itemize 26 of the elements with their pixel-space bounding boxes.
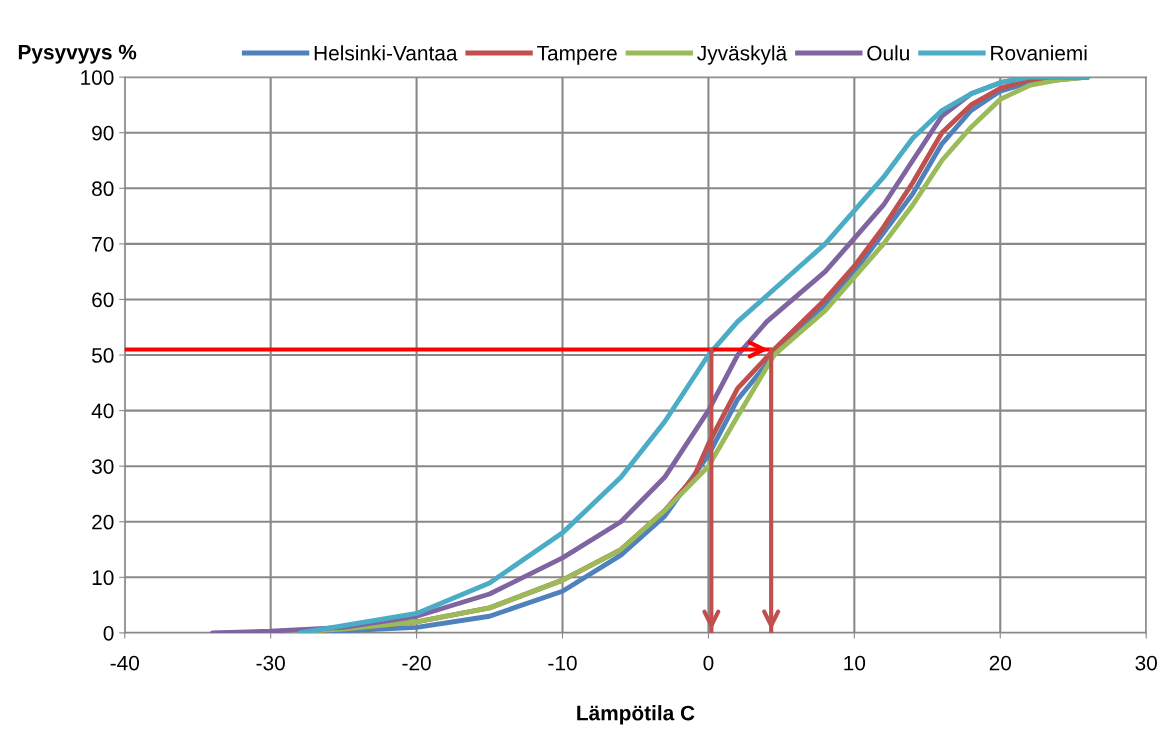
y-axis-title: Pysyvyys % [18,44,137,64]
y-tick-label: 90 [92,125,114,141]
x-tick-label: -20 [402,655,431,671]
y-tick-label: 0 [103,625,114,641]
legend-label: Tampere [537,45,617,65]
legend-label: Helsinki-Vantaa [314,45,458,61]
legend-label: Rovaniemi [991,45,1087,61]
x-tick-label: 10 [844,655,866,671]
y-tick-label: 30 [91,459,114,474]
y-tick-label: 10 [92,570,114,586]
x-tick-label: -40 [110,655,139,671]
y-tick-label: 50 [92,348,114,363]
x-axis-title: Lämpötila C [577,705,695,725]
y-tick-label: 70 [92,236,114,252]
x-tick-label: -10 [548,655,577,671]
y-tick-label: 60 [92,292,114,308]
legend-label: Jyväskylä [697,45,788,65]
x-tick-label: 30 [1135,655,1157,671]
x-tick-label: -30 [256,655,285,671]
y-tick-label: 40 [91,403,114,419]
y-tick-label: 20 [92,514,114,530]
y-tick-label: 100 [81,70,114,85]
x-tick-label: 0 [703,655,714,671]
x-tick-label: 20 [989,655,1012,671]
legend-label: Oulu [867,45,909,61]
y-tick-label: 80 [92,181,114,197]
